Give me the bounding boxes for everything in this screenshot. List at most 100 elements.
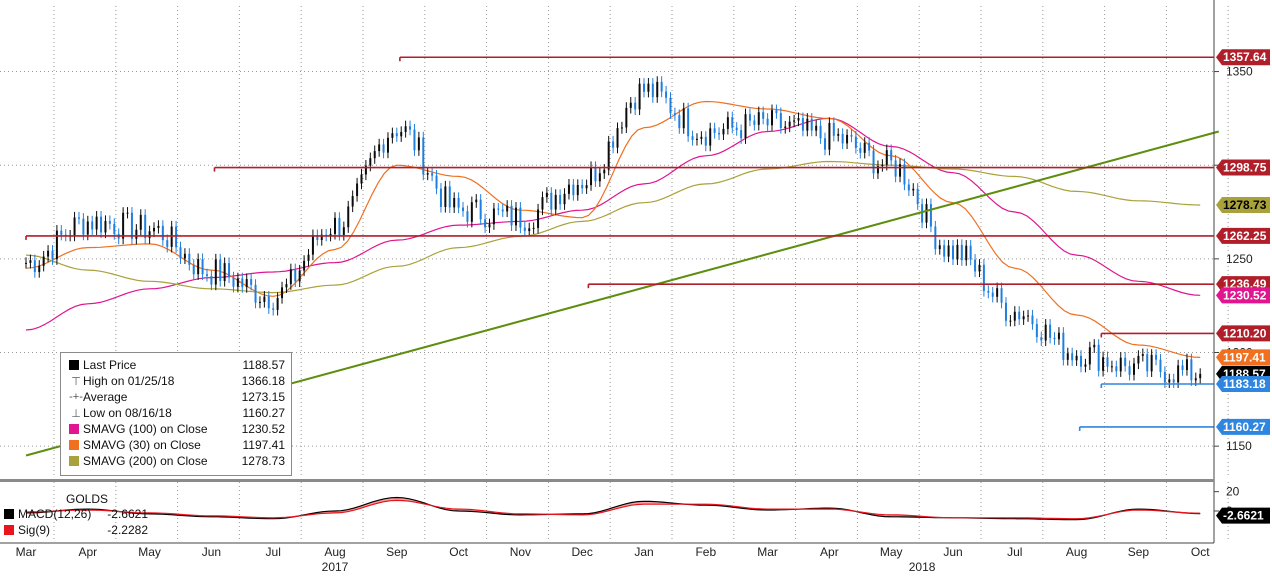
price-candle-body: [38, 265, 41, 273]
price-candle-body: [832, 122, 835, 136]
price-tag-label: 1357.64: [1223, 50, 1267, 64]
price-candle-body: [1040, 337, 1043, 341]
price-candle-body: [1053, 337, 1056, 340]
price-candle-body: [404, 126, 407, 132]
macd-legend-value: -2.6621: [107, 507, 148, 521]
legend-value: 1273.15: [241, 390, 285, 404]
legend-item[interactable]: Last Price 1188.57: [69, 357, 285, 373]
price-candle-body: [766, 118, 769, 126]
price-candle-body: [691, 136, 694, 140]
price-candle-body: [51, 250, 54, 260]
legend-item[interactable]: ⊥ Low on 08/16/18 1160.27: [69, 405, 285, 421]
price-legend[interactable]: Last Price 1188.57 ⊤ High on 01/25/18 1366.1…: [60, 352, 292, 476]
price-candle-body: [925, 204, 928, 223]
legend-item[interactable]: SMAVG (100) on Close 1230.52: [69, 421, 285, 437]
price-candle-body: [400, 131, 403, 137]
price-candle-body: [784, 126, 787, 128]
price-candle-body: [819, 125, 822, 139]
price-candle-body: [987, 290, 990, 293]
price-candle-body: [320, 234, 323, 241]
price-candle-body: [563, 193, 566, 205]
price-candle-body: [647, 83, 650, 92]
price-candle-body: [1044, 324, 1047, 341]
price-candle-body: [550, 192, 553, 210]
price-candle-body: [523, 227, 526, 232]
price-candle-body: [868, 142, 871, 151]
price-candle-body: [113, 223, 116, 235]
legend-item[interactable]: SMAVG (200) on Close 1278.73: [69, 453, 285, 469]
price-candle-body: [748, 114, 751, 121]
x-tick-label: Nov: [510, 545, 531, 559]
x-tick-label: Jul: [266, 545, 281, 559]
macd-legend-title: GOLDS: [66, 492, 109, 506]
price-candle-body: [899, 164, 902, 177]
price-candle-body: [1009, 320, 1012, 322]
price-candle-body: [603, 169, 606, 174]
price-tag-label: 1298.75: [1223, 161, 1267, 175]
price-candle-body: [590, 167, 593, 186]
price-candle-body: [567, 184, 570, 194]
price-candle-body: [33, 260, 36, 273]
price-candle-body: [148, 231, 151, 239]
price-candle-body: [444, 186, 447, 207]
grid-layer: [0, 6, 1229, 540]
legend-item[interactable]: SMAVG (30) on Close 1197.41: [69, 437, 285, 453]
price-candle-body: [665, 91, 668, 98]
x-tick-label: Jun: [943, 545, 962, 559]
price-candle-body: [638, 83, 641, 110]
price-candle-body: [881, 164, 884, 167]
price-candle-body: [797, 118, 800, 121]
legend-item[interactable]: ⊤ High on 01/25/18 1366.18: [69, 373, 285, 389]
price-candle-body: [673, 113, 676, 116]
price-candle-body: [695, 138, 698, 140]
x-tick-label: Oct: [449, 545, 468, 559]
price-candle-body: [704, 136, 707, 146]
x-tick-label: Mar: [757, 545, 778, 559]
price-candle-body: [42, 256, 45, 266]
y-tick-label: 1150: [1226, 439, 1252, 453]
x-tick-label: May: [880, 545, 903, 559]
price-candle-body: [687, 108, 690, 137]
macd-y-tick-label: 20: [1226, 485, 1240, 499]
legend-label: SMAVG (200) on Close: [83, 454, 208, 468]
price-candle-body: [541, 197, 544, 210]
price-candle-body: [276, 298, 279, 310]
price-tag-label: 1210.20: [1223, 326, 1267, 340]
price-candle-body: [1119, 357, 1122, 372]
macd-series-line: [25, 499, 1201, 520]
price-candle-body: [934, 226, 937, 250]
price-candle-body: [607, 141, 610, 170]
price-candle-body: [806, 118, 809, 131]
series-line: [25, 100, 1201, 358]
price-candle-body: [594, 167, 597, 182]
price-candle-body: [1168, 379, 1171, 383]
legend-swatch-icon: [69, 360, 79, 370]
price-candle-body: [86, 221, 89, 235]
price-tag: [1216, 197, 1270, 214]
price-candle-body: [1110, 366, 1113, 368]
price-candle-body: [660, 81, 663, 92]
price-candle-body: [943, 245, 946, 257]
high-glyph-icon: ⊤: [71, 375, 81, 388]
price-candle-body: [281, 287, 284, 299]
legend-value: 1188.57: [242, 358, 286, 372]
price-candle-body: [956, 244, 959, 260]
macd-panel: [25, 496, 1201, 521]
price-candle-body: [1106, 357, 1109, 367]
x-tick-label: Oct: [1191, 545, 1210, 559]
legend-label: Last Price: [83, 358, 137, 372]
price-tag-label: 1230.52: [1223, 288, 1267, 302]
price-candle-body: [576, 184, 579, 196]
price-candle-body: [369, 158, 372, 166]
x-tick-label: Sep: [386, 545, 408, 559]
price-candle-body: [876, 166, 879, 174]
price-candle-body: [1137, 355, 1140, 364]
price-candle-body: [135, 229, 138, 239]
price-candle-body: [245, 279, 248, 288]
price-candle-body: [744, 114, 747, 139]
price-tag: [1216, 287, 1270, 304]
price-candle-body: [810, 118, 813, 131]
legend-item[interactable]: -+- Average 1273.15: [69, 389, 285, 405]
price-candle-body: [912, 188, 915, 191]
